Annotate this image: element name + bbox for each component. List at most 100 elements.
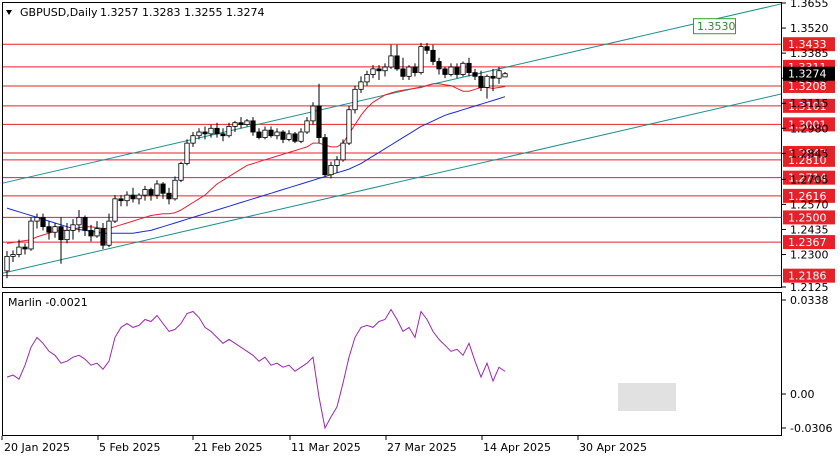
price-tick-label: 1.2845: [790, 147, 829, 160]
price-tick-label: 1.2300: [790, 249, 829, 262]
candle-bear: [130, 194, 136, 200]
level-label: 1.3433: [788, 38, 827, 51]
candle-bull: [244, 120, 250, 125]
candle-bull: [172, 179, 178, 200]
price-axis: 1.34331.33111.32081.31011.30011.28471.28…: [782, 0, 835, 294]
candle-bear: [400, 68, 406, 77]
candle-bull: [4, 255, 10, 272]
oscillator-axis: 0.0338 0.00 -0.0306: [782, 294, 832, 435]
x-label-4: 27 Mar 2025: [387, 441, 457, 454]
candle-bear: [436, 61, 442, 70]
candle-bear: [100, 228, 106, 246]
candle-bear: [160, 183, 166, 194]
candle-bull: [70, 224, 76, 231]
level-tag: [783, 170, 835, 185]
candle-bull: [496, 70, 502, 79]
candle-bear: [280, 131, 286, 140]
channel-target-label: 1.3530: [697, 20, 736, 33]
candle-bull: [370, 68, 376, 75]
marlin-line: [6, 308, 506, 430]
candle-bear: [202, 131, 208, 135]
level-tag: [783, 37, 835, 52]
oscillator-plot-area: [2, 292, 782, 436]
candle-bull: [274, 131, 280, 137]
candle-bear: [424, 46, 430, 51]
x-label-5: 14 Apr 2025: [483, 441, 551, 454]
level-tag: [783, 98, 835, 113]
candle-bull: [310, 105, 316, 122]
candle-bull: [178, 163, 184, 181]
candle-bull: [112, 198, 118, 222]
current-price-tag: [783, 66, 835, 81]
candle-bull: [460, 62, 466, 75]
candle-bear: [478, 75, 484, 88]
candle-bull: [196, 131, 202, 137]
candle-bull: [142, 189, 148, 196]
level-tag: [783, 78, 835, 93]
level-label: 1.3101: [788, 100, 827, 113]
oscillator-panel: Marlin -0.0021 0.0338 0.00 -0.0306: [2, 292, 832, 436]
candle-bull: [76, 216, 82, 226]
candle-bear: [376, 68, 382, 72]
current-price-label: 1.3274: [788, 68, 827, 81]
candle-bull: [484, 75, 490, 88]
price-tick-label: 1.2435: [790, 223, 829, 236]
level-tag: [783, 117, 835, 132]
oscillator-tick-zero: 0.00: [790, 388, 815, 401]
candle-bear: [40, 216, 46, 228]
candle-bear: [430, 49, 436, 62]
candle-bear: [250, 120, 256, 133]
x-label-0: 20 Jan 2025: [4, 441, 70, 454]
price-tick-label: 1.2705: [790, 173, 829, 186]
candle-bull: [352, 88, 358, 111]
candle-bull: [34, 216, 40, 222]
level-label: 1.2186: [788, 270, 827, 283]
candle-bull: [184, 142, 190, 164]
candle-bull: [328, 165, 334, 176]
candle-bear: [292, 133, 298, 142]
candle-bear: [88, 229, 94, 237]
level-label: 1.2714: [788, 172, 827, 185]
candle-bull: [208, 127, 214, 135]
level-tag: [783, 235, 835, 250]
symbol-title: GBPUSD,Daily: [20, 6, 98, 19]
candle-bull: [334, 159, 340, 166]
candle-bear: [256, 131, 262, 138]
level-tag: [783, 268, 835, 283]
candle-bear: [46, 226, 52, 233]
level-label: 1.3001: [788, 118, 827, 131]
level-tag: [783, 188, 835, 203]
candle-bear: [442, 68, 448, 75]
candle-bear: [238, 122, 244, 125]
collapse-triangle-icon[interactable]: [6, 10, 12, 15]
x-label-1: 5 Feb 2025: [99, 441, 160, 454]
candle-bull: [346, 109, 352, 144]
candle-bull: [64, 229, 70, 241]
candle-bull: [16, 246, 22, 255]
price-panel: 1.3530 GBPUSD,Daily 1.3257 1.3283 1.3255…: [2, 2, 782, 288]
level-tag: [783, 152, 835, 167]
candle-bear: [466, 62, 472, 74]
marlin-series: [6, 308, 506, 430]
x-label-3: 11 Mar 2025: [291, 441, 361, 454]
level-label: 1.2810: [788, 154, 827, 167]
oscillator-tick-top: 0.0338: [790, 294, 829, 307]
candle-bear: [220, 133, 226, 137]
x-label-6: 30 Apr 2025: [579, 441, 647, 454]
level-label: 1.2367: [788, 236, 827, 249]
candle-bull: [136, 194, 142, 200]
candle-bull: [406, 66, 412, 77]
price-tick-label: 1.3115: [790, 97, 829, 110]
price-plot-area: [2, 2, 782, 288]
channel-target-box: [693, 18, 736, 35]
candle-bear: [394, 55, 400, 70]
candle-bear: [454, 66, 460, 75]
candle-bull: [502, 73, 508, 78]
candle-bull: [448, 66, 454, 75]
candle-bear: [322, 137, 328, 176]
candlesticks: [4, 42, 508, 279]
time-axis: 20 Jan 2025 5 Feb 2025 21 Feb 2025 11 Ma…: [1, 436, 647, 454]
price-tick-label: 1.2125: [790, 281, 829, 294]
candle-bull: [52, 226, 58, 233]
